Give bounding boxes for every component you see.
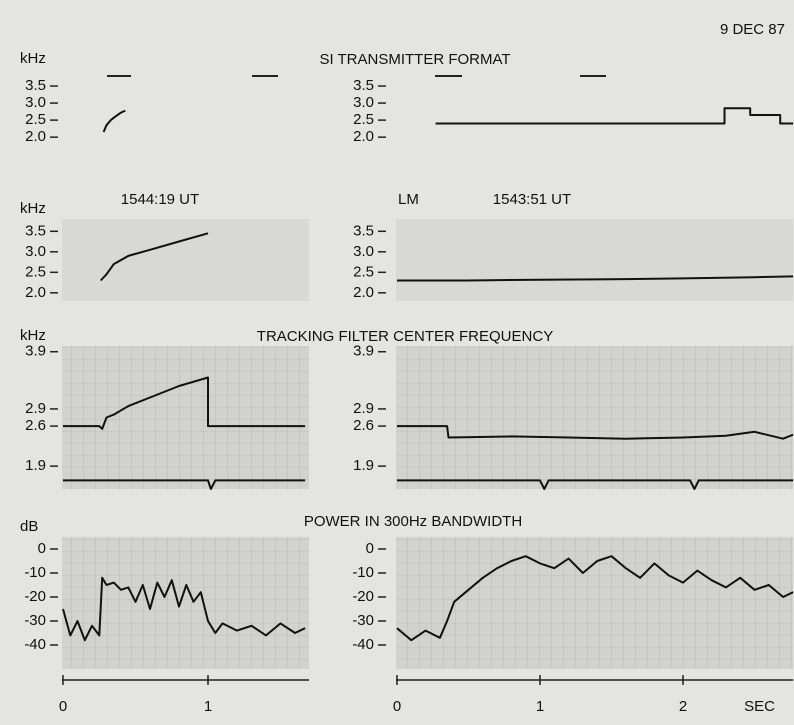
y-tick-label: -20 xyxy=(352,588,374,605)
y-axis-label: kHz xyxy=(20,50,46,67)
trace xyxy=(102,109,126,133)
y-tick-label: -40 xyxy=(24,636,46,653)
grid-paper xyxy=(396,346,794,489)
y-tick-label: 3.9 xyxy=(25,343,46,360)
y-tick-label: 2.0 xyxy=(353,128,374,145)
y-tick-label: 2.5 xyxy=(25,263,46,280)
y-axis-label: kHz xyxy=(20,200,46,217)
row-title: POWER IN 300Hz BANDWIDTH xyxy=(304,513,522,530)
y-tick-label: 3.9 xyxy=(353,343,374,360)
y-tick-label: 3.0 xyxy=(353,243,374,260)
trace xyxy=(397,425,794,440)
y-tick-label: 1.9 xyxy=(353,457,374,474)
trace xyxy=(63,479,306,490)
trace xyxy=(397,479,794,490)
trace xyxy=(397,275,794,282)
grid-paper xyxy=(62,346,309,489)
y-tick-label: -30 xyxy=(24,612,46,629)
y-tick-label: 2.9 xyxy=(353,400,374,417)
y-tick-label: -40 xyxy=(352,636,374,653)
y-tick-label: 2.5 xyxy=(25,111,46,128)
panel-title: 1543:51 UT xyxy=(493,191,571,208)
y-axis-label: kHz xyxy=(20,327,46,344)
y-tick-label: 0 xyxy=(38,540,46,557)
y-tick-label: 3.0 xyxy=(25,94,46,111)
y-tick-label: 3.5 xyxy=(353,222,374,239)
y-tick-label: 2.6 xyxy=(353,417,374,434)
y-tick-label: 2.9 xyxy=(25,400,46,417)
spectrogram-bg xyxy=(62,219,309,301)
y-tick-label: 2.0 xyxy=(353,284,374,301)
panel-title: 1544:19 UT xyxy=(121,191,199,208)
y-tick-label: 2.0 xyxy=(25,284,46,301)
y-tick-label: 2.5 xyxy=(353,111,374,128)
trace xyxy=(396,555,794,642)
trace xyxy=(435,107,794,125)
y-tick-label: 0 xyxy=(366,540,374,557)
trace xyxy=(62,576,306,642)
y-tick-label: 3.0 xyxy=(25,243,46,260)
y-tick-label: 3.5 xyxy=(353,77,374,94)
x-tick-label: 2 xyxy=(679,698,687,715)
row-title: SI TRANSMITTER FORMAT xyxy=(319,51,510,68)
grid-paper xyxy=(62,537,309,669)
y-tick-label: -10 xyxy=(352,564,374,581)
trace xyxy=(63,376,306,430)
x-tick-label: 0 xyxy=(393,698,401,715)
y-tick-label: 2.6 xyxy=(25,417,46,434)
trace xyxy=(99,232,209,282)
y-tick-label: -30 xyxy=(352,612,374,629)
y-tick-label: 2.5 xyxy=(353,263,374,280)
date: 9 DEC 87 xyxy=(720,21,785,38)
row-title: TRACKING FILTER CENTER FREQUENCY xyxy=(257,328,553,345)
y-tick-label: 1.9 xyxy=(25,457,46,474)
y-tick-label: 3.0 xyxy=(353,94,374,111)
y-tick-label: 3.5 xyxy=(25,77,46,94)
y-tick-label: -10 xyxy=(24,564,46,581)
x-tick-label: 1 xyxy=(204,698,212,715)
y-axis-label: dB xyxy=(20,518,38,535)
spectrogram-bg xyxy=(396,219,794,301)
y-tick-label: -20 xyxy=(24,588,46,605)
y-tick-label: 3.5 xyxy=(25,222,46,239)
grid-paper xyxy=(396,537,794,669)
x-axis-label: SEC xyxy=(744,698,775,715)
x-tick-label: 0 xyxy=(59,698,67,715)
x-tick-label: 1 xyxy=(536,698,544,715)
y-tick-label: 2.0 xyxy=(25,128,46,145)
annotation: LM xyxy=(398,191,419,208)
